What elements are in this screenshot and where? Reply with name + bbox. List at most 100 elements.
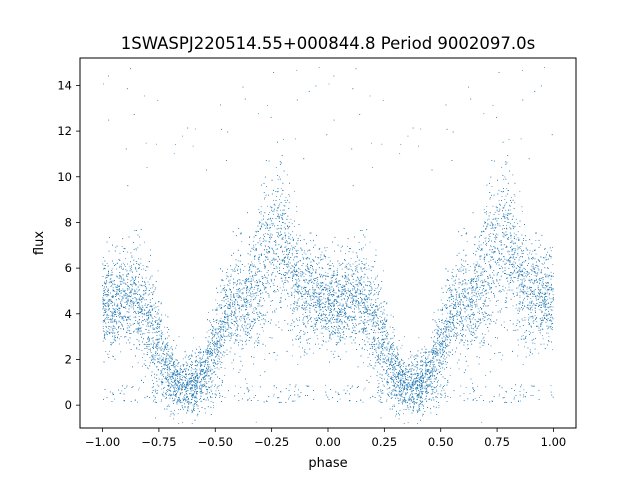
data-point [506, 307, 508, 309]
data-point [476, 283, 478, 285]
data-point [137, 401, 138, 403]
data-point [532, 267, 534, 269]
data-point [298, 338, 299, 340]
data-point [373, 315, 375, 317]
data-point [262, 277, 264, 279]
data-point [171, 376, 173, 378]
data-point [231, 300, 233, 302]
data-point [532, 317, 534, 319]
data-point [151, 387, 153, 388]
data-point [255, 271, 257, 273]
data-point [377, 380, 379, 382]
data-point [138, 305, 139, 306]
data-point [490, 320, 492, 322]
data-point [161, 347, 163, 349]
data-point [124, 265, 126, 267]
data-point [411, 354, 413, 356]
data-point [455, 298, 457, 300]
data-point [146, 167, 148, 168]
data-point [322, 302, 324, 304]
data-point [436, 381, 438, 382]
data-point [204, 381, 206, 382]
data-point [243, 306, 244, 308]
data-point [221, 339, 223, 340]
data-point [290, 272, 291, 274]
data-point [285, 228, 286, 230]
data-point [245, 285, 247, 286]
data-point [300, 335, 302, 337]
data-point [112, 355, 114, 357]
data-point [374, 339, 376, 341]
data-point [240, 320, 242, 322]
data-point [180, 402, 181, 404]
data-point [544, 288, 546, 290]
data-point [328, 83, 330, 85]
data-point [298, 293, 299, 295]
data-point [444, 306, 446, 308]
data-point [141, 299, 142, 300]
data-point [383, 326, 385, 328]
data-point [161, 393, 163, 395]
data-point [137, 362, 139, 364]
data-point [129, 302, 131, 304]
data-point [520, 246, 522, 247]
data-point [545, 304, 547, 305]
data-point [337, 268, 339, 270]
data-point [425, 372, 427, 374]
data-point [500, 244, 502, 246]
data-point [370, 375, 372, 377]
data-point [319, 256, 321, 258]
data-point [330, 294, 332, 295]
data-point [292, 329, 293, 331]
data-point [217, 352, 218, 354]
data-point [532, 270, 534, 272]
data-point [302, 273, 304, 275]
data-point [296, 70, 298, 71]
data-point [486, 219, 488, 221]
data-point [244, 325, 245, 327]
data-point [288, 236, 290, 237]
data-point [542, 338, 544, 340]
data-point [429, 376, 431, 378]
data-point [169, 374, 171, 376]
data-point [467, 365, 469, 367]
data-point [316, 282, 318, 284]
data-point [185, 388, 186, 390]
data-point [182, 135, 183, 137]
data-point [550, 257, 552, 259]
data-point [409, 368, 410, 370]
data-point [241, 241, 243, 243]
data-point [119, 267, 121, 268]
data-point [186, 375, 187, 377]
data-point [521, 335, 523, 337]
data-point [149, 309, 151, 311]
data-point [545, 315, 547, 317]
data-point [410, 406, 412, 408]
data-point [110, 286, 112, 288]
data-point [422, 401, 424, 403]
data-point [187, 396, 189, 398]
data-point [350, 265, 352, 267]
data-point [528, 301, 530, 303]
data-point [260, 245, 262, 246]
data-point [244, 333, 246, 335]
data-point [345, 253, 346, 254]
data-point [278, 321, 280, 323]
data-point [333, 294, 335, 296]
data-point [333, 315, 335, 317]
data-point [460, 313, 461, 315]
data-point [463, 297, 464, 299]
data-point [266, 256, 268, 258]
data-point [504, 176, 506, 178]
data-point [392, 346, 394, 348]
data-point [266, 256, 268, 258]
data-point [366, 330, 368, 332]
data-point [290, 307, 292, 309]
data-point [234, 301, 236, 303]
data-point [241, 339, 243, 341]
data-point [418, 145, 419, 147]
data-point [145, 314, 147, 316]
data-point [429, 365, 431, 367]
data-point [215, 330, 217, 332]
data-point [210, 346, 212, 347]
